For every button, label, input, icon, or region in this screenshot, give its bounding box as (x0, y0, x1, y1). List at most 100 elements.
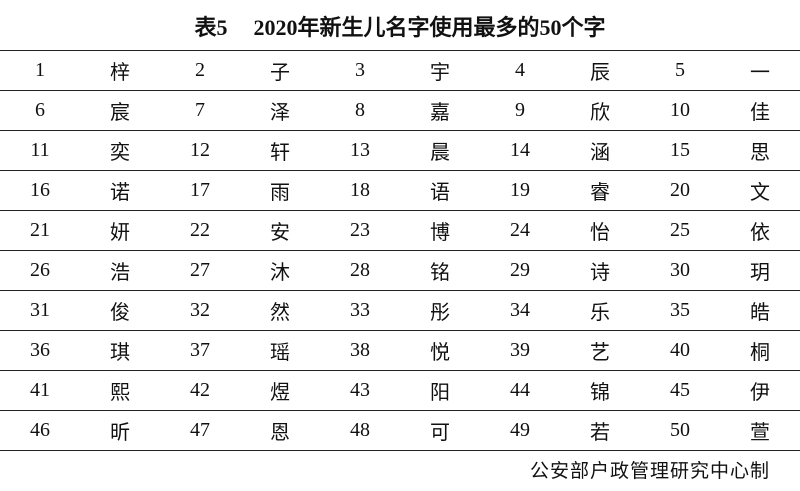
rank-cell: 6 (35, 99, 45, 121)
rank-cell: 50 (670, 419, 690, 441)
rank-cell: 34 (510, 299, 530, 321)
rank-cell: 30 (670, 259, 690, 281)
table-row: 26 浩 27 沐 28 铭 29 诗 30 玥 (0, 250, 800, 291)
rank-cell: 1 (35, 59, 45, 81)
rank-cell: 33 (350, 299, 370, 321)
character-cell: 浩 (110, 262, 130, 284)
character-cell: 欣 (590, 102, 610, 124)
rank-cell: 35 (670, 299, 690, 321)
character-cell: 然 (270, 302, 290, 324)
rank-cell: 21 (30, 219, 50, 241)
rank-cell: 13 (350, 139, 370, 161)
character-cell: 熙 (110, 382, 130, 404)
character-cell: 昕 (110, 422, 130, 444)
rank-cell: 5 (675, 59, 685, 81)
rank-cell: 7 (195, 99, 205, 121)
character-cell: 文 (750, 182, 770, 204)
rank-cell: 25 (670, 219, 690, 241)
rank-cell: 23 (350, 219, 370, 241)
character-cell: 萱 (750, 422, 770, 444)
rank-cell: 46 (30, 419, 50, 441)
table-row: 46 昕 47 恩 48 可 49 若 50 萱 (0, 410, 800, 451)
character-cell: 奕 (110, 142, 130, 164)
rank-cell: 42 (190, 379, 210, 401)
rank-cell: 19 (510, 179, 530, 201)
table-row: 36 琪 37 瑶 38 悦 39 艺 40 桐 (0, 330, 800, 371)
character-cell: 佳 (750, 102, 770, 124)
character-cell: 嘉 (430, 102, 450, 124)
rank-cell: 29 (510, 259, 530, 281)
character-cell: 桐 (750, 342, 770, 364)
table-row: 6 宸 7 泽 8 嘉 9 欣 10 佳 (0, 90, 800, 131)
character-cell: 一 (750, 62, 770, 84)
table-caption: 2020年新生儿名字使用最多的50个字 (253, 15, 606, 40)
character-cell: 伊 (750, 382, 770, 404)
character-cell: 恩 (270, 422, 290, 444)
rank-cell: 24 (510, 219, 530, 241)
rank-cell: 31 (30, 299, 50, 321)
character-cell: 瑶 (270, 342, 290, 364)
character-cell: 煜 (270, 382, 290, 404)
rank-cell: 39 (510, 339, 530, 361)
character-cell: 雨 (270, 182, 290, 204)
rank-cell: 2 (195, 59, 205, 81)
rank-cell: 49 (510, 419, 530, 441)
rank-cell: 45 (670, 379, 690, 401)
character-cell: 艺 (590, 342, 610, 364)
character-cell: 锦 (590, 382, 610, 404)
rank-cell: 11 (30, 139, 50, 161)
table-row: 31 俊 32 然 33 彤 34 乐 35 皓 (0, 290, 800, 331)
rank-cell: 20 (670, 179, 690, 201)
character-cell: 妍 (110, 222, 130, 244)
character-cell: 睿 (590, 182, 610, 204)
character-cell: 可 (430, 422, 450, 444)
rank-cell: 18 (350, 179, 370, 201)
character-cell: 宇 (430, 62, 450, 84)
rank-cell: 12 (190, 139, 210, 161)
character-cell: 琪 (110, 342, 130, 364)
rank-cell: 40 (670, 339, 690, 361)
character-cell: 宸 (110, 102, 130, 124)
rank-cell: 22 (190, 219, 210, 241)
character-cell: 俊 (110, 302, 130, 324)
character-cell: 沐 (270, 262, 290, 284)
rank-cell: 14 (510, 139, 530, 161)
rank-cell: 37 (190, 339, 210, 361)
character-cell: 子 (270, 62, 290, 84)
rank-cell: 4 (515, 59, 525, 81)
rank-cell: 28 (350, 259, 370, 281)
table-row: 11 奕 12 轩 13 晨 14 涵 15 思 (0, 130, 800, 171)
character-cell: 轩 (270, 142, 290, 164)
table-row: 21 妍 22 安 23 博 24 怡 25 依 (0, 210, 800, 251)
character-cell: 涵 (590, 142, 610, 164)
character-cell: 梓 (110, 62, 130, 84)
character-cell: 语 (430, 182, 450, 204)
character-cell: 玥 (750, 262, 770, 284)
character-cell: 诺 (110, 182, 130, 204)
rank-cell: 16 (30, 179, 50, 201)
character-cell: 乐 (590, 302, 610, 324)
character-cell: 泽 (270, 102, 290, 124)
table-row: 16 诺 17 雨 18 语 19 睿 20 文 (0, 170, 800, 211)
character-cell: 思 (750, 142, 770, 164)
rank-cell: 38 (350, 339, 370, 361)
name-character-table: 1 梓 2 子 3 宇 4 辰 5 一 6 宸 7 泽 8 嘉 9 欣 10 佳 11 奕 12 轩 13 晨 14 涵 15 思 16 诺 1… (0, 50, 800, 451)
rank-cell: 43 (350, 379, 370, 401)
rank-cell: 9 (515, 99, 525, 121)
rank-cell: 8 (355, 99, 365, 121)
character-cell: 阳 (430, 382, 450, 404)
rank-cell: 26 (30, 259, 50, 281)
character-cell: 安 (270, 222, 290, 244)
source-note: 公安部户政管理研究中心制 (529, 461, 770, 482)
rank-cell: 41 (30, 379, 50, 401)
rank-cell: 15 (670, 139, 690, 161)
character-cell: 诗 (590, 262, 610, 284)
rank-cell: 3 (355, 59, 365, 81)
character-cell: 晨 (430, 142, 450, 164)
character-cell: 博 (430, 222, 450, 244)
table-row: 41 熙 42 煜 43 阳 44 锦 45 伊 (0, 370, 800, 411)
character-cell: 悦 (430, 342, 450, 364)
rank-cell: 44 (510, 379, 530, 401)
character-cell: 彤 (430, 302, 450, 324)
character-cell: 依 (750, 222, 770, 244)
